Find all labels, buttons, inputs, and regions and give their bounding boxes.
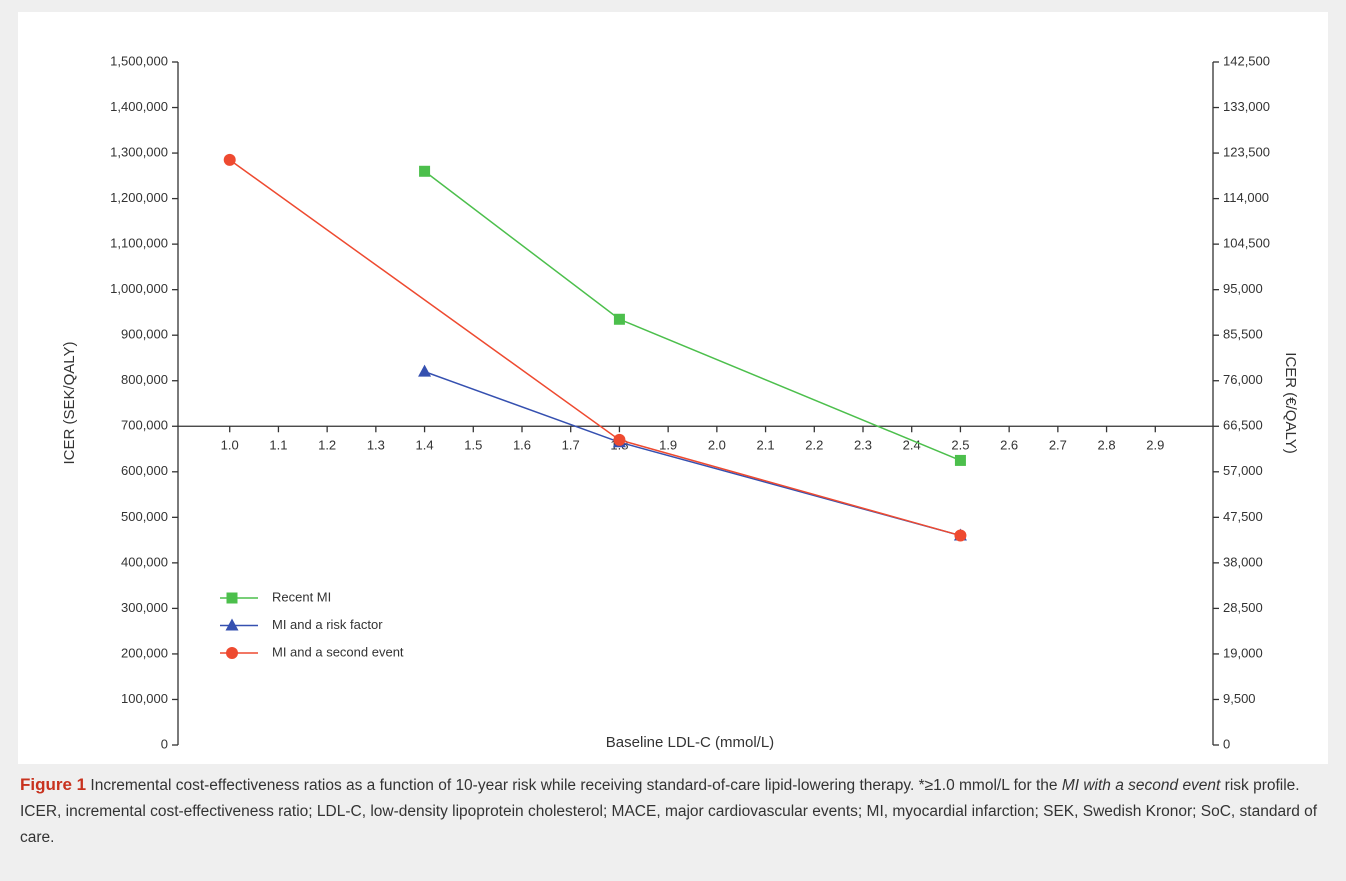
y-tick-label: 100,000	[121, 691, 168, 706]
x-tick-label: 2.7	[1049, 438, 1067, 453]
x-tick-label: 2.6	[1000, 438, 1018, 453]
y-tick-label: 1,200,000	[110, 190, 168, 205]
y-tick-label: 500,000	[121, 509, 168, 524]
y-tick-label: 300,000	[121, 600, 168, 615]
caption: Figure 1 Incremental cost-effectiveness …	[20, 772, 1330, 851]
y2-tick-label: 9,500	[1223, 691, 1256, 706]
y-tick-label: 1,000,000	[110, 281, 168, 296]
y2-tick-label: 19,000	[1223, 645, 1263, 660]
y-tick-label: 700,000	[121, 418, 168, 433]
x-tick-label: 1.6	[513, 438, 531, 453]
y-tick-label: 600,000	[121, 463, 168, 478]
x-tick-label: 1.9	[659, 438, 677, 453]
series-line	[424, 370, 961, 537]
marker	[613, 313, 625, 325]
y2-tick-label: 0	[1223, 736, 1230, 751]
y2-axis-title: ICER (€/QALY)	[1282, 352, 1299, 453]
chart: ICER (SEK/QALY) ICER (€/QALY) Baseline L…	[61, 53, 1299, 751]
series-line	[424, 170, 961, 462]
x-tick-label: 2.3	[854, 438, 872, 453]
marker	[226, 647, 238, 659]
x-tick-label: 1.0	[221, 438, 239, 453]
marker	[613, 433, 626, 446]
y2-tick-label: 133,000	[1223, 99, 1270, 114]
x-tick-label: 1.2	[318, 438, 336, 453]
y-tick-label: 400,000	[121, 554, 168, 569]
x-tick-label: 1.4	[416, 438, 434, 453]
y2-tick-label: 104,500	[1223, 236, 1270, 251]
x-tick-label: 1.3	[367, 438, 385, 453]
y-tick-label: 200,000	[121, 645, 168, 660]
y-tick-label: 1,300,000	[110, 145, 168, 160]
caption-italic: MI with a second event	[1061, 777, 1221, 794]
marker	[226, 592, 238, 604]
y-tick-label: 0	[161, 736, 168, 751]
y-tick-label: 1,400,000	[110, 99, 168, 114]
y2-tick-label: 28,500	[1223, 600, 1263, 615]
marker	[225, 618, 239, 631]
chart-panel	[18, 12, 1328, 764]
legend-label: MI and a risk factor	[272, 617, 383, 632]
y2-tick-label: 47,500	[1223, 509, 1263, 524]
x-tick-label: 2.0	[708, 438, 726, 453]
y2-tick-label: 114,000	[1223, 190, 1269, 205]
marker	[418, 364, 432, 377]
y-axis-title: ICER (SEK/QALY)	[61, 341, 78, 464]
y-tick-label: 900,000	[121, 327, 168, 342]
y-tick-label: 1,100,000	[110, 236, 168, 251]
y2-tick-label: 38,000	[1223, 554, 1263, 569]
x-axis-title: Baseline LDL-C (mmol/L)	[606, 734, 774, 751]
y2-tick-label: 57,000	[1223, 463, 1263, 478]
y2-tick-label: 85,500	[1223, 327, 1263, 342]
y2-tick-label: 76,000	[1223, 372, 1263, 387]
y-tick-label: 800,000	[121, 372, 168, 387]
marker	[954, 529, 967, 542]
caption-text: Incremental cost-effectiveness ratios as…	[86, 777, 1062, 794]
x-tick-label: 2.9	[1146, 438, 1164, 453]
x-tick-label: 1.7	[562, 438, 580, 453]
caption-text: risk profile. ICER, incremental cost-eff…	[20, 777, 1318, 846]
y2-tick-label: 142,500	[1223, 53, 1270, 68]
x-tick-label: 2.5	[951, 438, 969, 453]
y2-tick-label: 123,500	[1223, 145, 1270, 160]
series-line	[229, 159, 961, 537]
legend-label: Recent MI	[272, 589, 331, 604]
y2-tick-label: 66,500	[1223, 418, 1263, 433]
legend-label: MI and a second event	[272, 644, 404, 659]
x-tick-label: 1.1	[269, 438, 287, 453]
y-tick-label: 1,500,000	[110, 53, 168, 68]
marker	[954, 454, 966, 466]
marker	[419, 165, 431, 177]
y2-tick-label: 95,000	[1223, 281, 1263, 296]
marker	[223, 153, 236, 166]
x-tick-label: 2.2	[805, 438, 823, 453]
x-tick-label: 2.1	[757, 438, 775, 453]
x-tick-label: 1.5	[464, 438, 482, 453]
caption-label: Figure 1	[20, 775, 87, 794]
x-tick-label: 2.8	[1098, 438, 1116, 453]
